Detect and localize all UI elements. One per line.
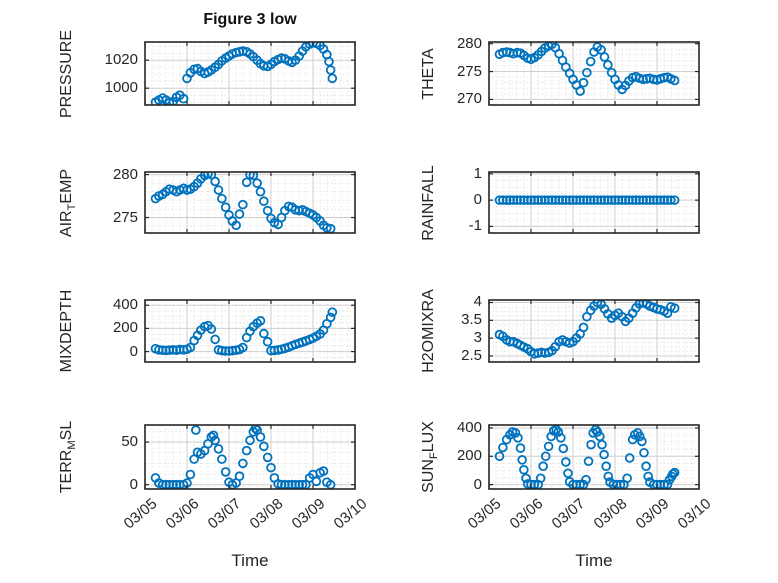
x-tick-label: 03/06 [162, 495, 203, 533]
y-axis-title-part: RAINFALL [420, 164, 437, 241]
data-points-air-temp [150, 171, 336, 234]
y-axis-title-part: SL [58, 420, 75, 441]
x-tick-label: 03/05 [464, 495, 505, 533]
x-tick-label: 03/09 [632, 495, 673, 533]
x-tick-label: 03/07 [204, 495, 245, 533]
y-tick-label-terr-msl: 0 [129, 475, 138, 493]
axes-box [488, 424, 700, 490]
y-tick-label-air-temp: 280 [112, 165, 138, 183]
y-axis-title-part: TERR [58, 449, 75, 494]
axes-box [144, 171, 356, 234]
y-axis-title-part: F [428, 452, 441, 460]
axes-box [144, 299, 356, 363]
y-axis-title-part: EMP [58, 168, 75, 204]
plot-area-h2omixra [488, 299, 700, 363]
y-axis-title-part: PRESSURE [58, 29, 75, 118]
plot-area-rainfall [488, 171, 700, 234]
y-tick-label-theta: 270 [456, 90, 482, 108]
plot-area-air-temp [144, 171, 356, 234]
axes-box [488, 171, 700, 234]
data-points-sun-flux [494, 424, 680, 490]
y-axis-title-part: SUN [420, 459, 437, 493]
figure-title: Figure 3 low [203, 11, 297, 28]
y-tick-label-sun-flux: 200 [456, 447, 482, 465]
y-axis-title-part: MIXDEPTH [58, 289, 75, 373]
subplot-terr-msl [144, 424, 357, 491]
subplot-pressure [144, 41, 357, 107]
y-tick-label-h2omixra: 3 [473, 329, 482, 347]
y-axis-title-part: AIR [58, 209, 75, 237]
y-tick-label-rainfall: 0 [473, 191, 482, 209]
y-axis-title-part: THETA [420, 47, 437, 100]
subplot-h2omixra [488, 299, 701, 364]
y-axis-title-rainfall: RAINFALL [419, 128, 439, 278]
x-tick-label: 03/07 [548, 495, 589, 533]
data-points-mixdepth [150, 307, 338, 356]
y-tick-label-theta: 275 [456, 62, 482, 80]
y-tick-label-h2omixra: 2.5 [461, 346, 482, 364]
x-tick-label: 03/05 [120, 495, 161, 533]
subplot-theta [488, 41, 701, 107]
x-tick-label: 03/08 [590, 495, 631, 533]
y-axis-title-part: LUX [420, 421, 437, 453]
y-tick-label-terr-msl: 50 [121, 433, 138, 451]
y-tick-label-rainfall: -1 [468, 217, 482, 235]
subplot-air-temp [144, 171, 357, 235]
x-tick-label: 03/08 [246, 495, 287, 533]
plot-area-terr-msl [144, 424, 356, 490]
subplot-sun-flux [488, 424, 701, 491]
y-tick-label-mixdepth: 0 [129, 342, 138, 360]
y-tick-label-rainfall: 1 [473, 164, 482, 182]
y-tick-label-h2omixra: 3.5 [461, 311, 482, 329]
data-points-pressure [150, 41, 338, 106]
y-axis-title-part: T [66, 203, 79, 210]
axes-box [488, 299, 700, 363]
y-tick-label-air-temp: 275 [112, 208, 138, 226]
y-axis-title-theta: THETA [419, 0, 439, 149]
y-axis-title-pressure: PRESSURE [57, 0, 77, 149]
y-tick-label-sun-flux: 400 [456, 418, 482, 436]
y-axis-title-sun-flux: SUNFLUX [419, 382, 441, 532]
y-tick-label-h2omixra: 4 [473, 293, 482, 311]
axes-box [144, 424, 356, 490]
y-axis-title-part: H2OMIXRA [420, 289, 437, 373]
plot-area-mixdepth [144, 299, 356, 363]
axes-box [488, 41, 700, 106]
y-tick-label-theta: 280 [456, 34, 482, 52]
y-axis-title-terr-msl: TERRMSL [57, 382, 79, 532]
x-tick-label: 03/06 [506, 495, 547, 533]
plot-area-pressure [144, 41, 356, 106]
y-tick-label-sun-flux: 0 [473, 475, 482, 493]
subplot-rainfall [488, 171, 701, 235]
data-points-terr-msl [150, 424, 336, 490]
plot-area-theta [488, 41, 700, 106]
y-axis-title-part: M [66, 440, 79, 450]
axes-box [144, 41, 356, 106]
x-axis-title-right: Time [575, 551, 613, 570]
y-axis-title-air-temp: AIRTEMP [57, 128, 79, 278]
x-tick-label: 03/10 [674, 495, 715, 533]
y-tick-label-mixdepth: 400 [112, 296, 138, 314]
plot-area-sun-flux [488, 424, 700, 490]
data-points-theta [494, 41, 680, 96]
x-tick-label: 03/09 [288, 495, 329, 533]
x-tick-label: 03/10 [330, 495, 371, 533]
x-axis-title-left: Time [231, 551, 269, 570]
subplot-mixdepth [144, 299, 357, 364]
data-points-rainfall [494, 195, 680, 205]
y-tick-label-pressure: 1000 [104, 79, 138, 97]
data-points-h2omixra [494, 299, 680, 359]
y-tick-label-pressure: 1020 [104, 51, 138, 69]
y-tick-label-mixdepth: 200 [112, 319, 138, 337]
